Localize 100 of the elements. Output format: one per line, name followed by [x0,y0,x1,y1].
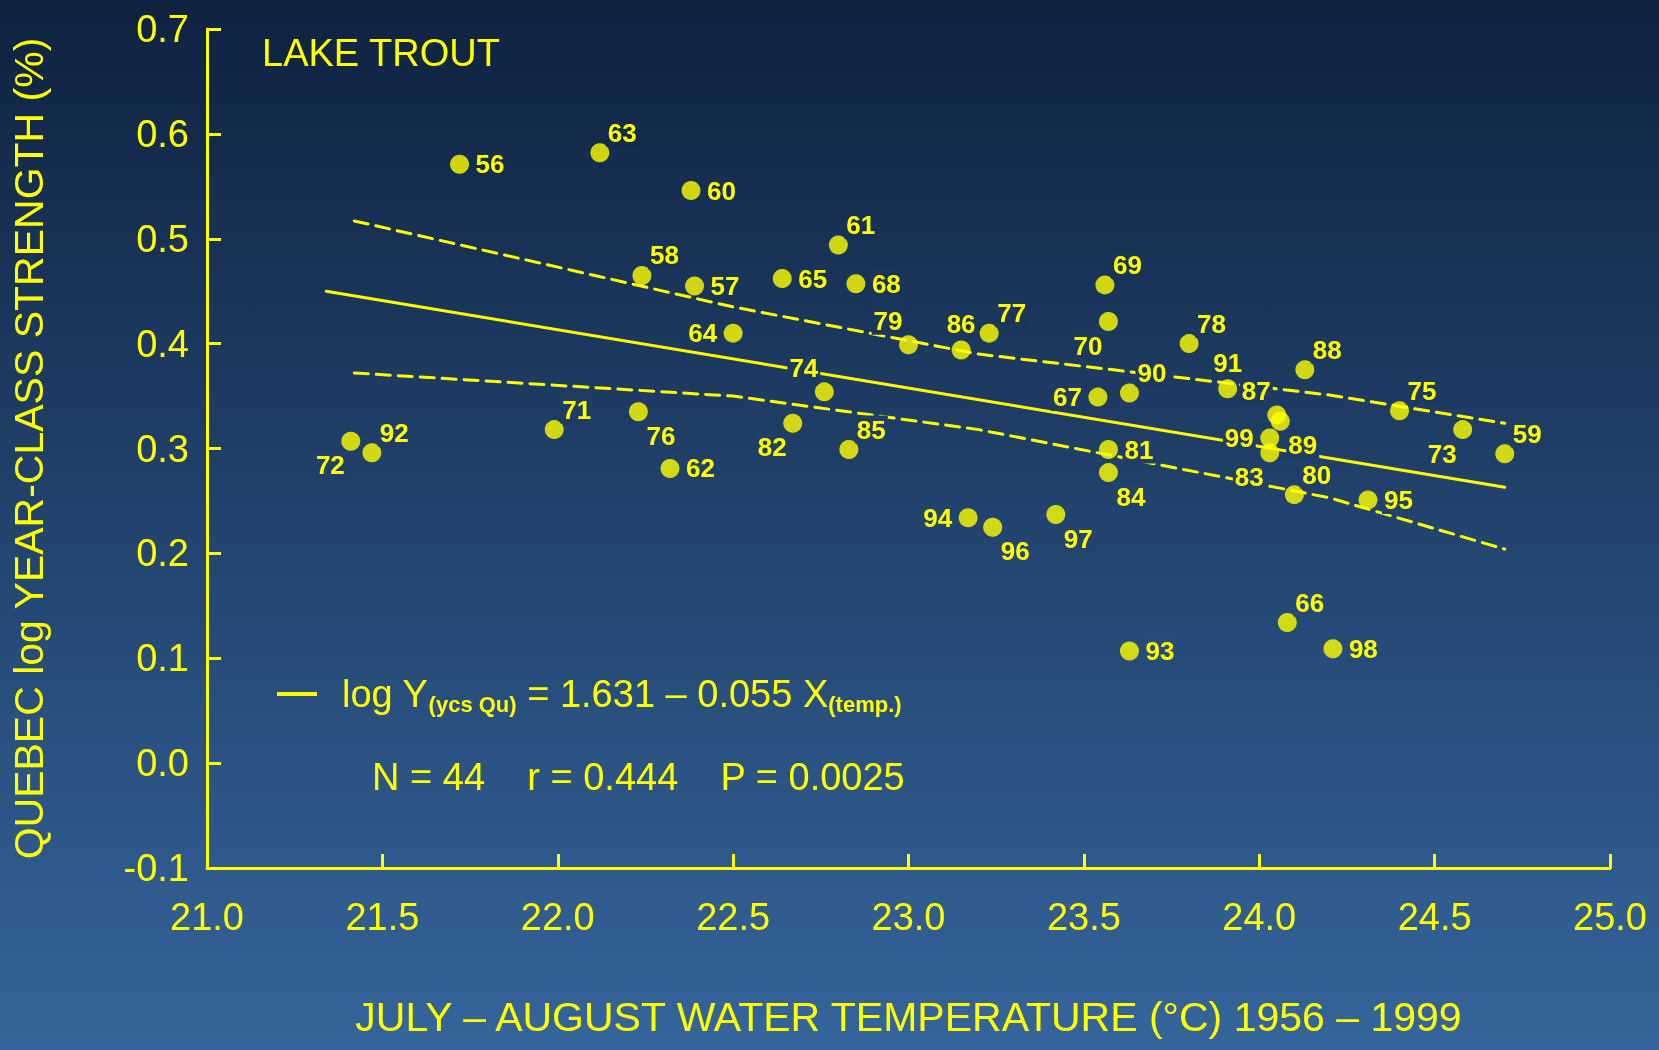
annotation: 71 [562,394,592,425]
point [828,235,848,255]
annotation: 68 [871,268,901,299]
point [1098,440,1118,460]
point [1260,443,1280,463]
point [1453,420,1473,440]
annotation: 91 [1213,347,1243,378]
annotation: 79 [873,305,903,336]
annotation: 74 [789,352,819,383]
annotation: N = 44 r = 0.444 P = 0.0025 [372,756,905,798]
x-tick-label: 24.0 [1222,896,1297,938]
annotation: 63 [607,117,637,148]
point [1088,387,1108,407]
point [1323,639,1343,659]
x-tick-label: 24.5 [1397,896,1472,938]
annotation: 76 [646,420,676,451]
point [1358,490,1378,510]
point [341,431,361,451]
point [590,143,610,163]
x-tick-label: 22.5 [696,896,771,938]
annotation: 73 [1427,438,1457,469]
point [1046,505,1066,525]
x-tick-label: 25.0 [1573,896,1647,938]
point [450,154,470,174]
annotation: 78 [1197,308,1227,339]
point [951,340,971,360]
annotation: 99 [1224,423,1254,454]
annotation: 57 [710,270,740,301]
point [632,265,652,285]
annotation: 61 [846,210,876,241]
point [1098,463,1118,483]
x-tick-label: 23.5 [1046,896,1121,938]
point [1179,334,1199,354]
point [783,413,803,433]
point [660,458,680,478]
point [628,402,648,422]
annotation: 66 [1295,587,1325,618]
annotation: 81 [1124,434,1154,465]
annotation: 82 [757,432,787,463]
annotation: 96 [1000,536,1030,567]
point [1218,379,1238,399]
annotation: 62 [685,453,715,484]
point [772,269,792,289]
point [983,517,1003,537]
point [979,323,999,343]
y-tick-label: 0.5 [136,217,189,260]
x-tick-label: 21.0 [170,896,244,938]
annotation: 95 [1383,484,1413,515]
point [1095,275,1115,295]
point [723,323,743,343]
point [846,274,866,294]
annotation: 64 [688,318,718,349]
annotation: 98 [1348,633,1378,664]
point [1270,411,1290,431]
annotation: 97 [1063,523,1093,554]
y-tick-label: 0.4 [136,322,189,365]
y-tick-label: 0.6 [136,112,189,155]
point [1295,360,1315,380]
annotation: 83 [1234,461,1264,492]
annotation: 69 [1112,249,1142,280]
point [1390,401,1410,421]
annotation: 80 [1302,459,1332,490]
point [958,508,978,528]
point [1277,613,1297,633]
annotation: 75 [1407,375,1437,406]
annotation: 94 [923,502,953,533]
y-tick-label: 0.2 [136,532,189,575]
point [1495,444,1515,464]
point [899,335,918,355]
point [685,276,705,296]
point [1098,312,1118,332]
point [1119,641,1139,661]
annotation: 58 [649,240,679,271]
x-tick-label: 22.0 [520,896,595,938]
point [1284,485,1304,505]
x-tick-label: 21.5 [345,896,420,938]
y-tick-label: 0.0 [136,742,189,785]
annotation: 77 [997,298,1027,329]
annotation: 60 [707,175,736,206]
annotation: 72 [315,450,345,481]
annotation: 56 [475,149,505,180]
y-tick-label: 0.3 [136,427,189,470]
point [544,420,564,440]
y-axis-title: QUEBEC log YEAR-CLASS STRENGTH (%) [5,37,52,860]
point [681,181,701,200]
point [814,382,834,402]
annotation: 85 [856,414,886,445]
annotation: 87 [1241,375,1271,406]
annotation: 92 [379,417,409,448]
y-tick-label: 0.1 [136,637,189,680]
chart-title: LAKE TROUT [262,32,500,74]
annotation: 93 [1145,635,1175,666]
point [839,440,859,460]
x-axis-title: JULY – AUGUST WATER TEMPERATURE (°C) 1956 – 1999 [355,993,1462,1040]
annotation: 59 [1512,418,1542,449]
annotation: 67 [1052,382,1082,413]
x-tick-label: 23.0 [871,896,946,938]
point [362,443,382,463]
annotation: 86 [946,308,976,339]
annotation: 65 [798,263,828,294]
